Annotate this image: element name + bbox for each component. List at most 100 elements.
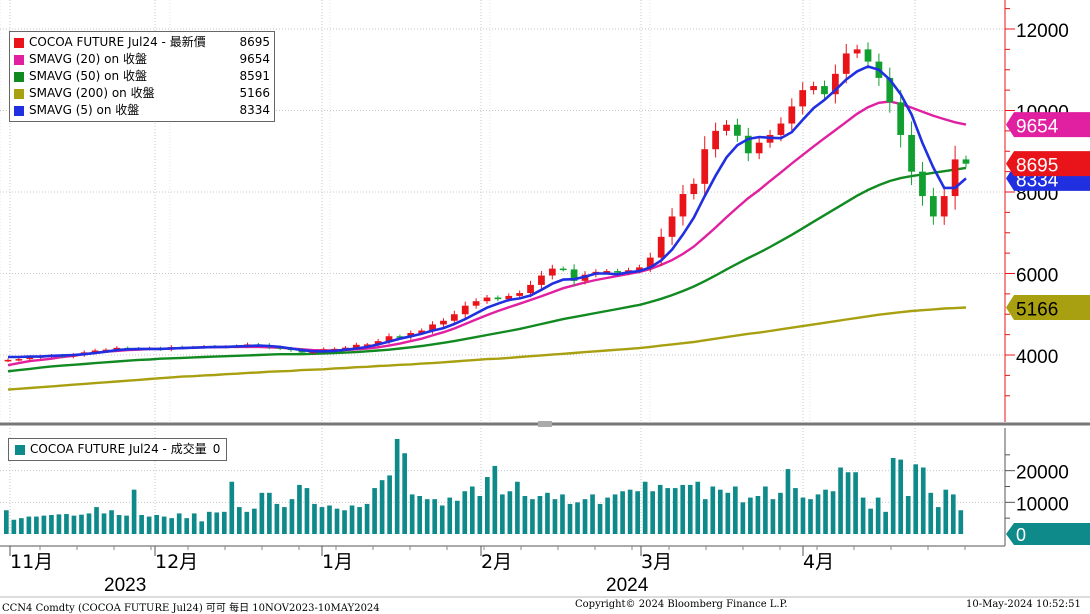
candle-body bbox=[559, 268, 567, 271]
candle-body bbox=[929, 196, 937, 217]
candle-body bbox=[940, 196, 948, 217]
volume-bar bbox=[334, 508, 340, 534]
legend-label: SMAVG (5) on 收盤 bbox=[29, 103, 140, 117]
volume-bar bbox=[469, 486, 475, 534]
volume-bar bbox=[289, 499, 295, 534]
smavg-5-line bbox=[8, 65, 967, 359]
legend-item-smavg-50: SMAVG (50) on 收盤 8591 bbox=[14, 68, 270, 85]
candle-body bbox=[614, 271, 622, 273]
volume-bar bbox=[417, 495, 423, 534]
candle-body bbox=[26, 357, 34, 360]
volume-bar bbox=[432, 499, 438, 534]
month-label: 12月 bbox=[155, 551, 198, 573]
volume-bar bbox=[49, 514, 54, 534]
volume-bar bbox=[364, 503, 370, 534]
value-tag: 8695 bbox=[1006, 151, 1090, 177]
candle-body bbox=[690, 183, 698, 195]
candle-body bbox=[527, 284, 534, 294]
value-tag-shape bbox=[1006, 294, 1090, 320]
candle-body bbox=[734, 124, 741, 136]
candle-body bbox=[429, 324, 436, 331]
footer-ticker: CCN4 Comdty (COCOA FUTURE Jul24) 可可 每日 1… bbox=[2, 603, 380, 614]
value-tag: 5166 bbox=[1006, 294, 1090, 320]
volume-bar bbox=[236, 507, 242, 534]
candle-body bbox=[853, 49, 861, 54]
volume-bar bbox=[485, 476, 490, 534]
legend-item-smavg-5: SMAVG (5) on 收盤 8334 bbox=[14, 102, 270, 119]
candle-body bbox=[450, 314, 458, 321]
volume-bar bbox=[725, 492, 731, 534]
volume-bar bbox=[537, 495, 543, 534]
volume-bar bbox=[733, 486, 738, 534]
volume-bar bbox=[26, 516, 32, 534]
volume-bar bbox=[567, 503, 573, 534]
volume-bar bbox=[695, 481, 701, 534]
volume-bar bbox=[342, 510, 347, 534]
volume-bar bbox=[605, 497, 610, 534]
volume-bar bbox=[387, 475, 392, 534]
candle-body bbox=[4, 359, 12, 362]
candle-body bbox=[91, 350, 99, 353]
candle-body bbox=[744, 135, 752, 154]
volume-bar bbox=[312, 503, 317, 534]
volume-bar bbox=[79, 514, 84, 534]
volume-tick-label: 20000 bbox=[1016, 463, 1069, 484]
volume-bar bbox=[650, 491, 656, 534]
volume-bar bbox=[229, 481, 235, 534]
volume-legend: COCOA FUTURE Jul24 - 成交量 0 bbox=[8, 438, 228, 461]
volume-bar bbox=[635, 491, 640, 534]
volume-bar bbox=[64, 514, 69, 534]
volume-bar bbox=[755, 495, 761, 534]
value-tag: 9654 bbox=[1006, 112, 1090, 138]
candle-body bbox=[636, 267, 643, 271]
candle-body bbox=[668, 216, 676, 237]
volume-bar bbox=[214, 512, 220, 534]
volume-bar bbox=[94, 507, 99, 534]
candle-body bbox=[886, 77, 894, 103]
volume-bar bbox=[477, 495, 483, 534]
volume-bar bbox=[627, 489, 633, 534]
volume-bar bbox=[748, 497, 753, 534]
candle-body bbox=[712, 130, 719, 150]
volume-bar bbox=[853, 472, 858, 534]
volume-bar bbox=[447, 497, 453, 534]
volume-bar bbox=[763, 486, 768, 534]
volume-bar bbox=[184, 518, 190, 534]
volume-bar bbox=[169, 518, 175, 534]
legend-label: SMAVG (50) on 收盤 bbox=[29, 69, 147, 83]
candle-body bbox=[538, 275, 545, 285]
candle-body bbox=[363, 344, 371, 346]
candle-body bbox=[864, 49, 872, 62]
volume-bar bbox=[176, 513, 182, 534]
candle-body bbox=[396, 336, 404, 338]
volume-bar bbox=[161, 516, 167, 534]
value-tag-label: 8695 bbox=[1016, 156, 1058, 177]
candle-body bbox=[570, 269, 578, 281]
volume-bar bbox=[815, 494, 821, 534]
volume-bar bbox=[800, 497, 806, 534]
candle-body bbox=[15, 359, 23, 361]
volume-bar bbox=[379, 480, 385, 534]
volume-bar bbox=[86, 513, 92, 534]
candle-body bbox=[494, 297, 502, 300]
volume-bar bbox=[530, 499, 535, 534]
volume-bar bbox=[252, 508, 257, 534]
month-label: 4月 bbox=[803, 551, 834, 573]
volume-bar bbox=[928, 492, 934, 534]
legend-swatch bbox=[14, 88, 24, 99]
volume-bar bbox=[522, 495, 528, 534]
legend-swatch bbox=[14, 105, 24, 116]
volume-bar bbox=[582, 499, 588, 534]
candle-body bbox=[777, 123, 785, 135]
volume-bar bbox=[139, 514, 144, 534]
candle-body bbox=[440, 320, 447, 325]
legend-swatch bbox=[15, 444, 25, 455]
footer-timestamp: 10-May-2024 10:52:51 bbox=[966, 599, 1081, 610]
volume-bar bbox=[41, 515, 47, 534]
smavg-200-line bbox=[7, 306, 967, 391]
candle-body bbox=[483, 297, 491, 302]
volume-bar bbox=[883, 511, 888, 534]
volume-bar bbox=[282, 507, 287, 534]
volume-bar bbox=[372, 488, 377, 534]
month-label: 11月 bbox=[10, 551, 53, 573]
